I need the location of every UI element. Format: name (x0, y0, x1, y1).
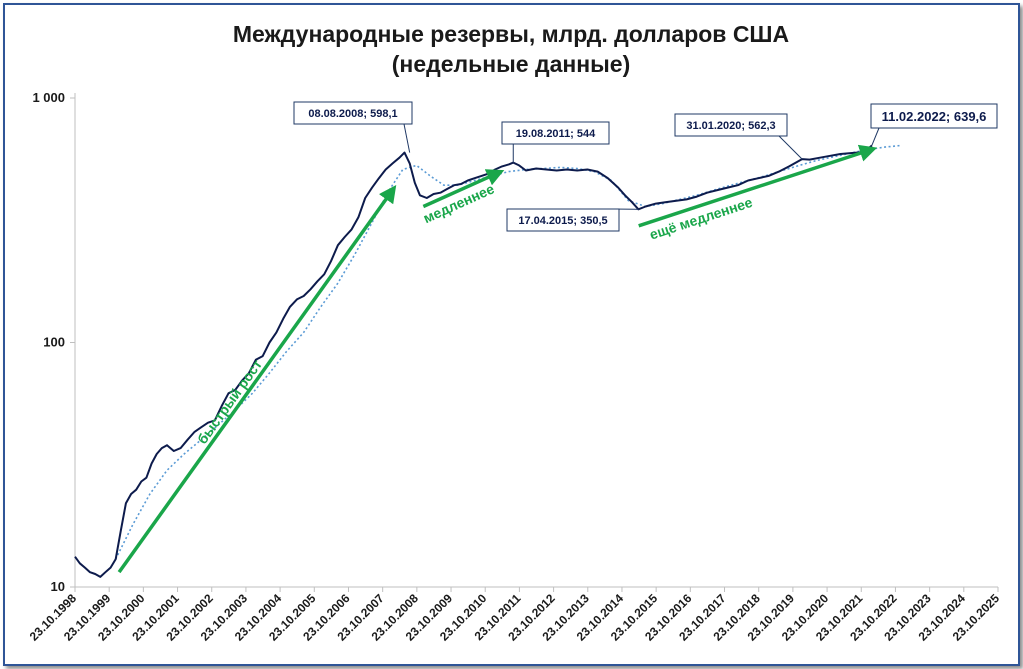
trend-arrow-label: быстрый рост (194, 356, 265, 447)
callout-leader (403, 123, 411, 153)
trend-arrow (422, 169, 505, 209)
callout-label: 31.01.2020; 562,3 (686, 120, 775, 132)
callout-leader (871, 127, 880, 146)
callout-box (674, 113, 788, 137)
callout-label: 17.04.2015; 350,5 (518, 215, 607, 227)
callout-label: 11.02.2022; 639,6 (882, 109, 987, 124)
annotations: 08.08.2008; 598,1 19.08.2011; 544 17.04.20… (293, 101, 998, 232)
trend-line-group (114, 144, 902, 560)
axes: 1 0001001023.10.199823.10.199923.10.2000… (27, 90, 1003, 644)
y-tick-label: 1 000 (32, 90, 65, 105)
callout-box (870, 103, 998, 129)
callout-label: 08.08.2008; 598,1 (308, 108, 397, 120)
trend-arrow (638, 144, 878, 228)
chart-subtitle: (недельные данные) (392, 51, 630, 77)
callout-box (506, 208, 620, 232)
callout-box (501, 121, 610, 145)
chart-svg: Международные резервы, млрд. долларов СШ… (27, 21, 1003, 644)
trend-series-line (114, 144, 902, 560)
callout-label: 19.08.2011; 544 (516, 128, 596, 140)
trend-arrow (117, 184, 397, 574)
actual-line-group (74, 144, 873, 578)
callout-leader (778, 135, 803, 160)
y-tick-label: 100 (43, 335, 65, 350)
chart-frame: Международные резервы, млрд. долларов СШ… (3, 3, 1020, 666)
actual-series-line (74, 144, 873, 578)
callout-box (293, 101, 413, 125)
y-tick-label: 10 (51, 579, 65, 594)
chart-title: Международные резервы, млрд. долларов СШ… (233, 21, 789, 47)
